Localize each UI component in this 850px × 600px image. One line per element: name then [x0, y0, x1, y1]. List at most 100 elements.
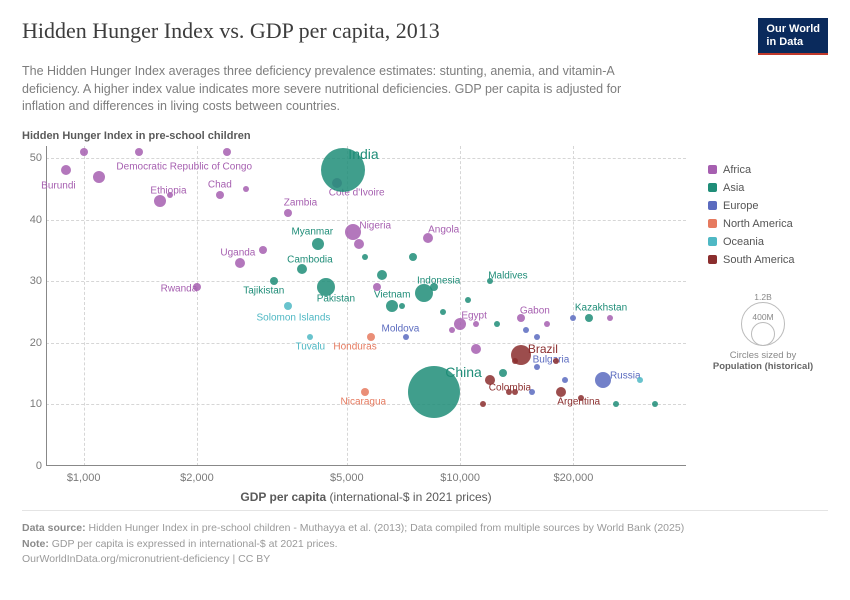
- data-point[interactable]: [578, 395, 584, 401]
- point-label: Moldova: [382, 323, 420, 334]
- data-point[interactable]: [485, 375, 495, 385]
- point-label: Democratic Republic of Congo: [116, 161, 252, 172]
- data-point[interactable]: [409, 253, 417, 261]
- note-text: GDP per capita is expressed in internati…: [49, 538, 338, 550]
- x-axis-label: GDP per capita (international-$ in 2021 …: [240, 490, 491, 504]
- legend-item[interactable]: Europe: [708, 200, 828, 212]
- data-point[interactable]: [544, 321, 550, 327]
- data-point[interactable]: [193, 283, 201, 291]
- data-point[interactable]: [284, 302, 292, 310]
- point-label: Tajikistan: [243, 286, 284, 297]
- data-point[interactable]: [595, 372, 611, 388]
- data-point[interactable]: [517, 314, 525, 322]
- plot: GDP per capita (international-$ in 2021 …: [46, 146, 686, 466]
- data-point[interactable]: [367, 333, 375, 341]
- data-point[interactable]: [386, 300, 398, 312]
- data-point[interactable]: [499, 369, 507, 377]
- data-point[interactable]: [449, 327, 455, 333]
- legend-item[interactable]: Asia: [708, 182, 828, 194]
- data-point[interactable]: [361, 388, 369, 396]
- data-point[interactable]: [235, 258, 245, 268]
- data-point[interactable]: [585, 314, 593, 322]
- legend-item[interactable]: Oceania: [708, 236, 828, 248]
- data-point[interactable]: [377, 270, 387, 280]
- data-point[interactable]: [403, 334, 409, 340]
- data-point[interactable]: [553, 358, 559, 364]
- y-axis-label: Hidden Hunger Index in pre-school childr…: [22, 130, 828, 142]
- ytick-label: 30: [24, 275, 42, 287]
- data-point[interactable]: [399, 303, 405, 309]
- data-point[interactable]: [430, 283, 438, 291]
- data-point[interactable]: [534, 364, 540, 370]
- data-point[interactable]: [373, 283, 381, 291]
- data-point[interactable]: [652, 401, 658, 407]
- data-point[interactable]: [494, 321, 500, 327]
- data-point[interactable]: [61, 165, 71, 175]
- gridline-h: [46, 158, 686, 159]
- logo-line2: in Data: [766, 36, 820, 49]
- data-point[interactable]: [270, 277, 278, 285]
- data-point[interactable]: [354, 239, 364, 249]
- point-label: Rwanda: [161, 284, 198, 295]
- data-point[interactable]: [243, 186, 249, 192]
- gridline-h: [46, 220, 686, 221]
- legend-label: North America: [723, 218, 793, 230]
- legend-swatch: [708, 237, 717, 246]
- xtick-label: $2,000: [180, 472, 214, 484]
- data-point[interactable]: [312, 238, 324, 250]
- data-source-label: Data source:: [22, 522, 86, 534]
- point-label: Cambodia: [287, 254, 333, 265]
- data-point[interactable]: [465, 297, 471, 303]
- data-point[interactable]: [297, 264, 307, 274]
- data-point[interactable]: [607, 315, 613, 321]
- data-point[interactable]: [613, 401, 619, 407]
- data-point[interactable]: [154, 195, 166, 207]
- point-label: Solomon Islands: [257, 312, 331, 323]
- data-point[interactable]: [321, 148, 365, 192]
- data-point[interactable]: [362, 254, 368, 260]
- gridline-v: [197, 146, 198, 466]
- data-point[interactable]: [259, 246, 267, 254]
- data-point[interactable]: [93, 171, 105, 183]
- data-point[interactable]: [556, 387, 566, 397]
- gridline-h: [46, 404, 686, 405]
- gridline-v: [573, 146, 574, 466]
- data-point[interactable]: [307, 334, 313, 340]
- data-point[interactable]: [523, 327, 529, 333]
- data-point[interactable]: [216, 191, 224, 199]
- data-point[interactable]: [562, 377, 568, 383]
- data-point[interactable]: [423, 233, 433, 243]
- data-point[interactable]: [345, 224, 361, 240]
- data-point[interactable]: [570, 315, 576, 321]
- data-point[interactable]: [529, 389, 535, 395]
- xlabel-bold: GDP per capita: [240, 490, 326, 504]
- page-title: Hidden Hunger Index vs. GDP per capita, …: [22, 18, 440, 43]
- data-point[interactable]: [454, 318, 466, 330]
- data-point[interactable]: [512, 389, 518, 395]
- legend-swatch: [708, 219, 717, 228]
- point-label: Maldives: [488, 271, 527, 282]
- data-point[interactable]: [440, 309, 446, 315]
- data-point[interactable]: [408, 366, 460, 418]
- data-point[interactable]: [471, 344, 481, 354]
- data-point[interactable]: [480, 401, 486, 407]
- data-point[interactable]: [511, 345, 531, 365]
- legend-item[interactable]: North America: [708, 218, 828, 230]
- point-label: Vietnam: [374, 289, 411, 300]
- ytick-label: 50: [24, 152, 42, 164]
- data-point[interactable]: [80, 148, 88, 156]
- data-point[interactable]: [167, 192, 173, 198]
- point-label: Nigeria: [359, 220, 391, 231]
- legend-item[interactable]: Africa: [708, 164, 828, 176]
- data-point[interactable]: [473, 321, 479, 327]
- continent-legend: Africa Asia Europe North America Oceania Sout…: [708, 164, 828, 272]
- data-point[interactable]: [317, 278, 335, 296]
- legend-swatch: [708, 201, 717, 210]
- legend-item[interactable]: South America: [708, 254, 828, 266]
- data-point[interactable]: [284, 209, 292, 217]
- data-point[interactable]: [637, 377, 643, 383]
- data-point[interactable]: [487, 278, 493, 284]
- data-point[interactable]: [135, 148, 143, 156]
- data-point[interactable]: [223, 148, 231, 156]
- data-point[interactable]: [534, 334, 540, 340]
